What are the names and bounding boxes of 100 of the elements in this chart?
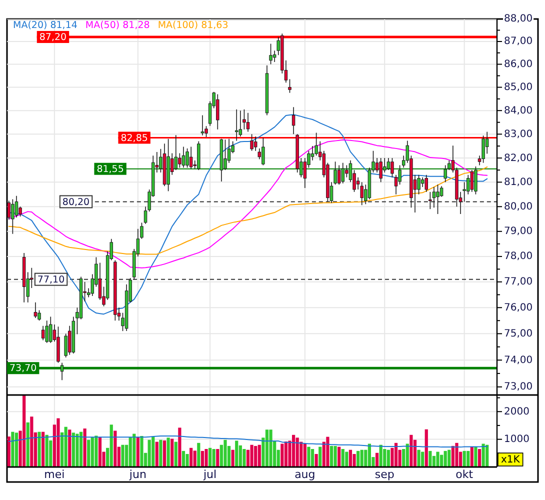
bar (383, 449, 386, 467)
candlestick (390, 158, 394, 178)
bar (250, 444, 254, 467)
bar (314, 454, 318, 467)
bar (166, 438, 170, 467)
bar (254, 446, 258, 467)
candlestick (337, 164, 341, 186)
bar (345, 452, 348, 467)
bar (300, 442, 303, 467)
bar (352, 454, 356, 467)
bar (356, 450, 360, 467)
y-tick-label: 73,00 (504, 382, 533, 393)
bar (334, 446, 337, 467)
bar (94, 436, 98, 467)
bar (307, 446, 310, 467)
candlestick (462, 182, 466, 202)
y-tick-label: 86,00 (504, 58, 533, 70)
bar (87, 440, 90, 467)
y-tick-label: 87,00 (504, 36, 533, 48)
bar (7, 436, 10, 467)
candlestick (470, 170, 474, 192)
candlestick (49, 316, 52, 344)
candlestick (386, 158, 390, 170)
candlestick (250, 134, 254, 152)
bar (424, 429, 428, 467)
bar (466, 450, 470, 467)
bar (68, 430, 72, 467)
bar (440, 454, 444, 467)
y-tick-label: 80,00 (504, 201, 533, 212)
bar (140, 436, 144, 467)
bar (224, 440, 227, 467)
bar (159, 440, 162, 467)
bar (162, 440, 166, 467)
bar (482, 444, 485, 467)
bar (448, 450, 451, 467)
bar (368, 444, 372, 467)
candlestick (14, 195, 18, 218)
bar (90, 437, 94, 467)
bar (462, 450, 466, 467)
x-tick-label: aug (294, 468, 316, 482)
candlestick (11, 198, 14, 234)
y-tick-label: 78,00 (504, 251, 533, 262)
bar (178, 428, 182, 467)
bar (152, 436, 155, 467)
candlestick (200, 114, 204, 136)
bar (22, 396, 26, 467)
candlestick (424, 174, 428, 192)
bar (406, 444, 409, 467)
candlestick (303, 158, 307, 188)
bar (242, 449, 246, 467)
y-axis-title: x1K (501, 454, 520, 466)
x-tick-label: okt (456, 468, 474, 482)
bar (204, 449, 208, 467)
bar (470, 446, 474, 467)
bar (235, 440, 238, 467)
bar (265, 430, 269, 467)
bar (83, 428, 86, 467)
bar (132, 434, 136, 467)
bar (170, 438, 174, 467)
line-series (8, 435, 488, 448)
bar (478, 449, 482, 467)
bar (303, 444, 306, 467)
y-tick-label: 81,00 (504, 176, 533, 188)
bar (98, 437, 102, 467)
candlestick (345, 164, 348, 178)
bar (174, 442, 178, 467)
bar (310, 449, 314, 467)
candlestick (269, 43, 272, 65)
bar (296, 438, 299, 467)
candlestick (440, 186, 444, 198)
bar (258, 444, 261, 467)
x-tick-label: sep (374, 468, 394, 482)
candlestick (68, 325, 72, 356)
bar (45, 434, 48, 467)
bar (110, 424, 113, 467)
bar (64, 426, 68, 467)
candlestick (238, 110, 242, 137)
candlestick (224, 139, 227, 170)
ref-line-label: 82,85 (120, 132, 148, 144)
bar (76, 434, 79, 467)
bar (417, 450, 420, 467)
y-tick-label: 77,00 (504, 276, 533, 288)
bar (360, 450, 364, 467)
candlestick (474, 166, 478, 195)
bar (394, 442, 398, 467)
bar (280, 444, 284, 467)
y-tick-label: 88,00 (504, 14, 533, 25)
candlestick (60, 362, 64, 381)
y-tick-label: 74,00 (504, 354, 533, 366)
candlestick (288, 78, 292, 94)
ref-line-label: 77,10 (37, 274, 65, 286)
bar (444, 450, 447, 467)
bar (486, 444, 489, 467)
bar (338, 446, 341, 467)
bar (284, 442, 288, 467)
bar (208, 448, 212, 467)
text: MA(50) 81,28 (85, 20, 150, 32)
bar (30, 416, 34, 467)
candlestick (379, 158, 382, 183)
bar (386, 450, 390, 467)
